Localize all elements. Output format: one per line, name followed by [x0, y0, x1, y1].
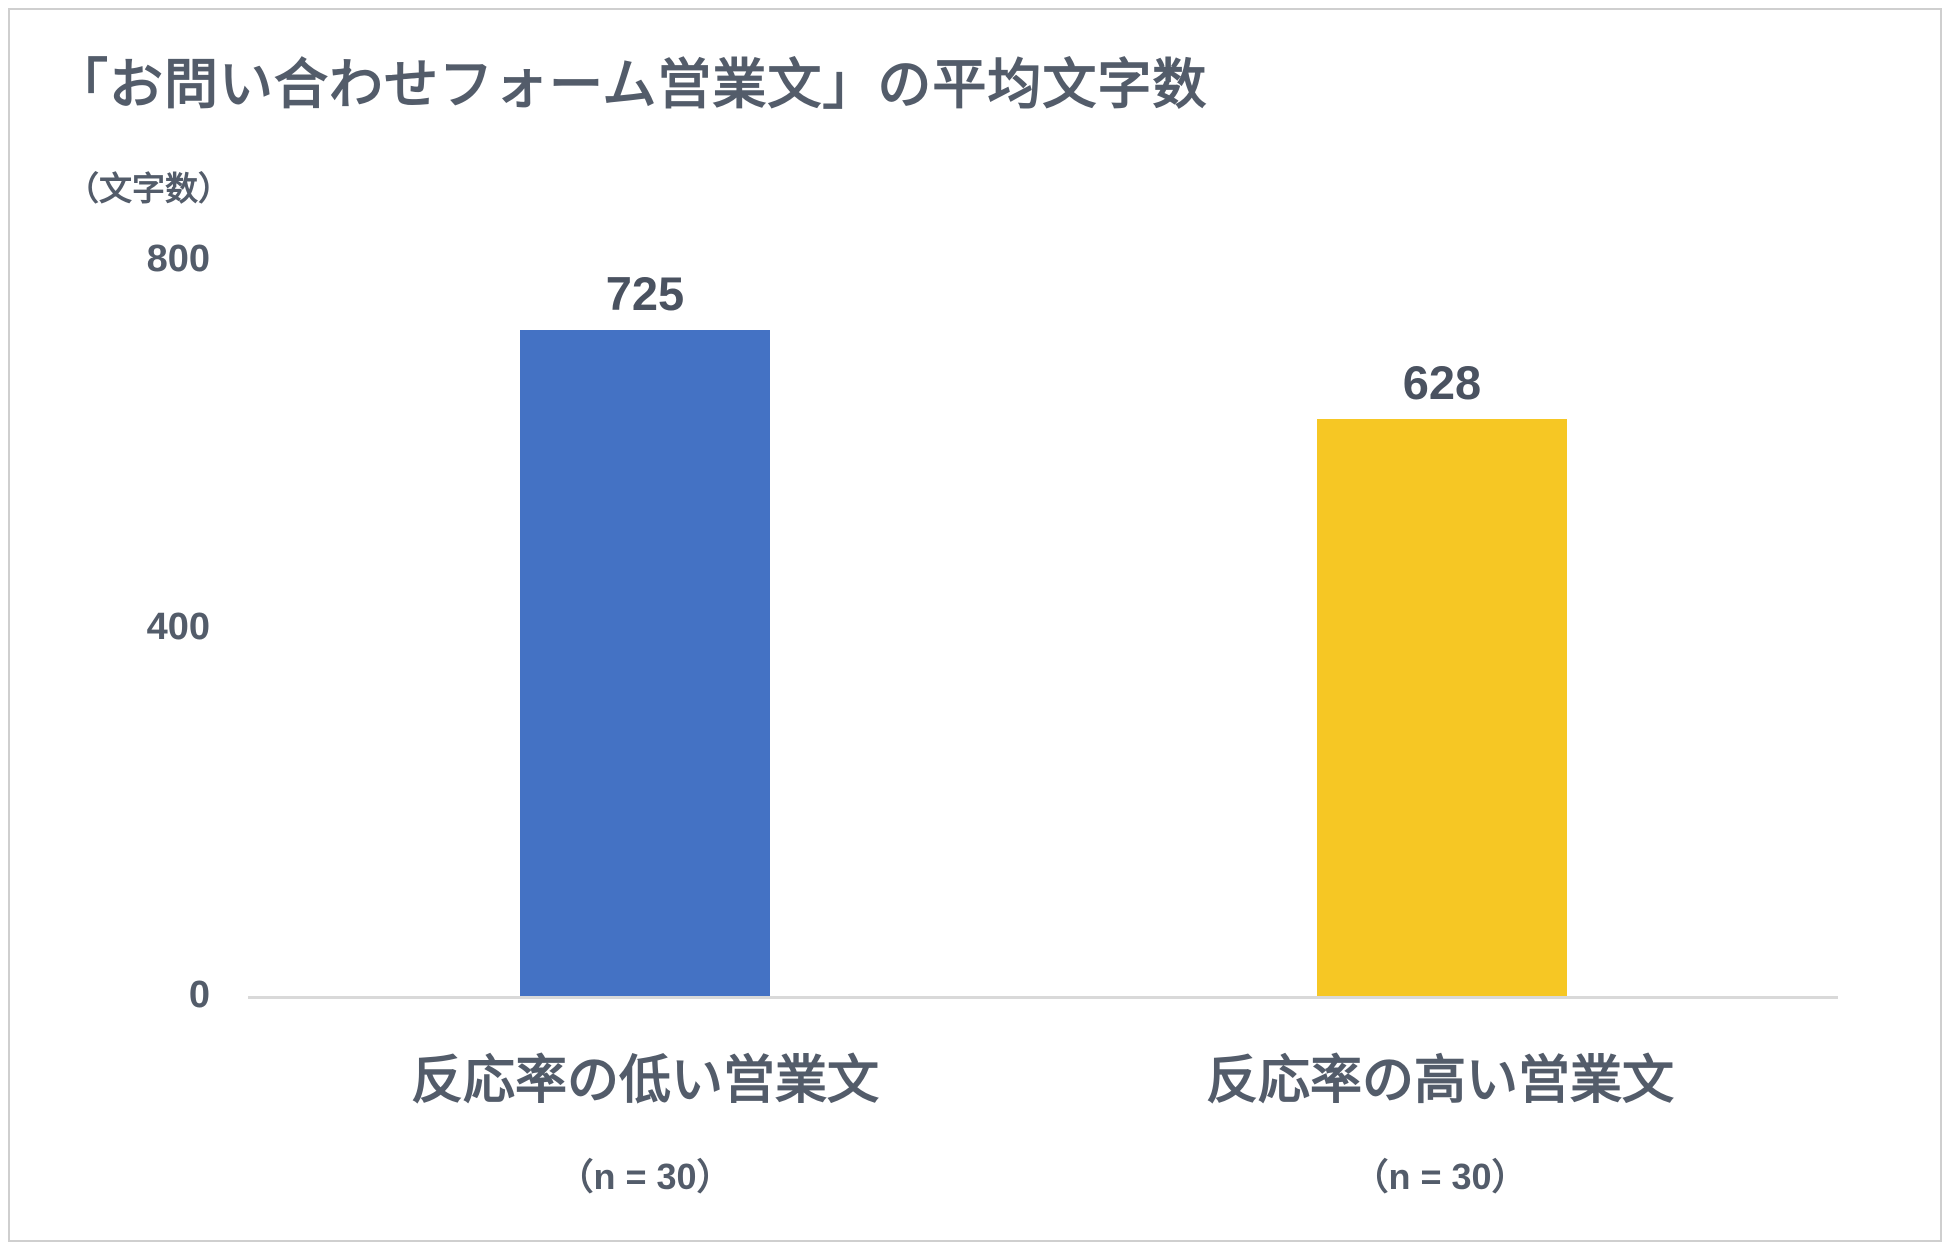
category-label-high-response: 反応率の高い営業文: [1205, 1052, 1674, 1110]
chart-title: 「お問い合わせフォーム営業文」の平均文字数: [54, 55, 1208, 115]
bar-value-label-high-response: 628: [1402, 356, 1482, 409]
sample-size-label-high-response: （n = 30）: [1352, 1156, 1528, 1197]
bar-value-label-low-response: 725: [605, 267, 685, 320]
sample-size-label-low-response: （n = 30）: [557, 1156, 733, 1197]
y-axis-unit-label: （文字数）: [66, 170, 231, 207]
x-axis-baseline: [248, 996, 1838, 999]
bar-low-response: [520, 330, 770, 996]
category-label-low-response: 反応率の低い営業文: [410, 1052, 879, 1110]
y-axis-tick-400: 400: [146, 606, 210, 648]
y-axis-tick-800: 800: [146, 238, 210, 280]
chart-border-frame: [8, 8, 1942, 1242]
bar-high-response: [1317, 419, 1567, 996]
y-axis-tick-0: 0: [188, 974, 210, 1016]
